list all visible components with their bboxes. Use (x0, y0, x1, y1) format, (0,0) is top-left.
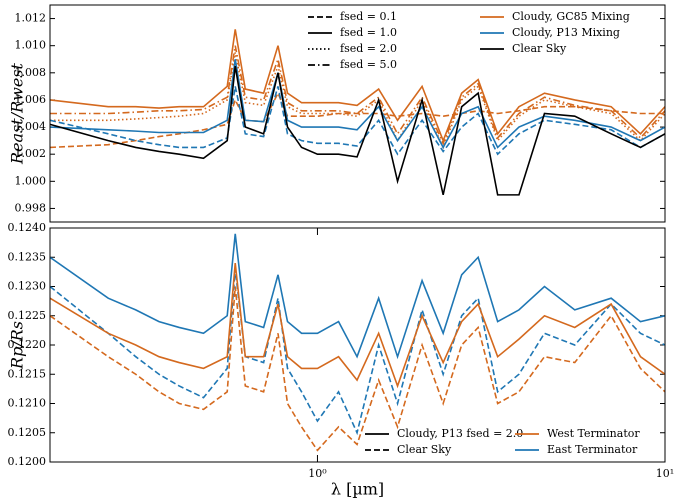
y-tick-label: 1.004 (15, 120, 47, 133)
legend-label: fsed = 1.0 (340, 26, 397, 39)
legend-label: Cloudy, P13 Mixing (512, 26, 620, 39)
legend-label: fsed = 0.1 (340, 10, 397, 23)
legend-label: Clear Sky (397, 443, 452, 456)
y-tick-label: 1.008 (15, 66, 47, 79)
y-tick-label: 1.000 (15, 174, 47, 187)
y-tick-label: 0.1220 (8, 338, 47, 351)
series-line (50, 233, 665, 360)
plot-frame (49, 4, 666, 223)
plot-frame (49, 227, 666, 463)
y-tick-label: 0.1240 (8, 221, 47, 234)
y-tick-label: 0.1210 (8, 397, 47, 410)
series-line (50, 59, 665, 150)
y-axis-label: Rp/Rs (8, 321, 27, 370)
legend-label: Cloudy, P13 fsed = 2.0 (397, 427, 523, 440)
series-line (50, 29, 665, 143)
legend-label: fsed = 5.0 (340, 58, 397, 71)
x-tick-label: 10¹ (656, 467, 674, 480)
legend-label: Cloudy, GC85 Mixing (512, 10, 630, 23)
y-tick-label: 0.1225 (8, 309, 47, 322)
series-line (50, 45, 665, 146)
y-tick-label: 0.1235 (8, 250, 47, 263)
series-line (50, 263, 665, 389)
legend-label: fsed = 2.0 (340, 42, 397, 55)
legend-label: East Terminator (547, 443, 638, 456)
legend-label: Clear Sky (512, 42, 567, 55)
series-line (50, 65, 665, 196)
y-tick-label: 0.1200 (8, 455, 47, 468)
series-line (50, 86, 665, 156)
y-tick-label: 0.998 (15, 201, 47, 214)
series-line (50, 268, 665, 436)
x-tick-label: 10⁰ (308, 467, 327, 480)
y-tick-label: 1.002 (15, 147, 47, 160)
legend-label: West Terminator (547, 427, 640, 440)
x-axis-label: λ [µm] (331, 480, 384, 499)
y-tick-label: 1.006 (15, 93, 47, 106)
y-tick-label: 0.1230 (8, 280, 47, 293)
y-tick-label: 1.012 (15, 12, 47, 25)
y-tick-label: 0.1205 (8, 426, 47, 439)
y-axis-label: Reast/Rwest (8, 62, 27, 165)
series-line (50, 91, 665, 149)
series-line (50, 286, 665, 452)
y-tick-label: 1.010 (15, 39, 47, 52)
y-tick-label: 0.1215 (8, 367, 47, 380)
